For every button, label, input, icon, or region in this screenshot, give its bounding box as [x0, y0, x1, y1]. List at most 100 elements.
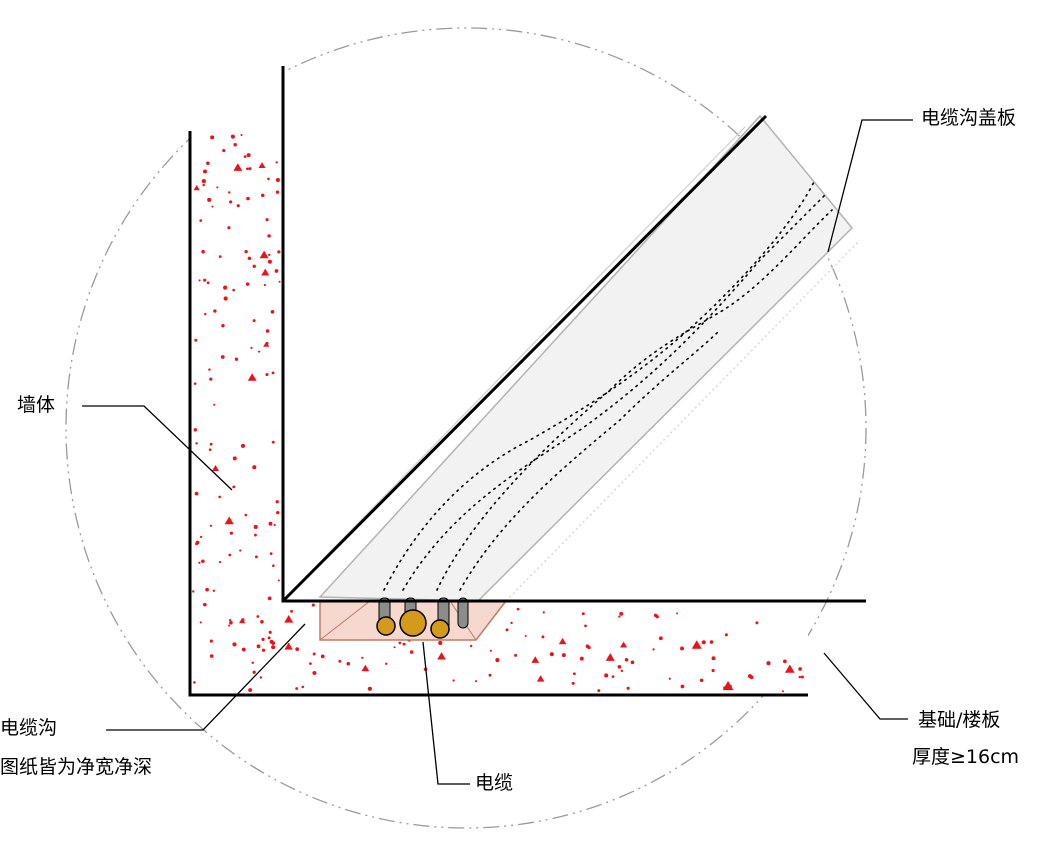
aggregate-dot [247, 373, 257, 381]
aggregate-dot [784, 664, 795, 673]
aggregate-dot [275, 500, 279, 504]
aggregate-dot [211, 205, 214, 208]
aggregate-dot [749, 675, 754, 680]
aggregate-dot [244, 249, 248, 254]
aggregate-dot [208, 368, 211, 371]
concrete-body [190, 66, 808, 695]
aggregate-dot [218, 255, 222, 258]
aggregate-dot [624, 658, 629, 662]
aggregate-dot [224, 516, 234, 525]
aggregate-dot [699, 678, 704, 683]
aggregate-dot [241, 647, 246, 652]
aggregate-dot [722, 680, 734, 691]
cable-routing [383, 179, 833, 591]
aggregate-dot [620, 641, 628, 648]
aggregate-dot [338, 659, 342, 663]
label-wall: 墙体 [17, 394, 56, 416]
aggregate-dot [204, 312, 207, 316]
aggregate-dot [232, 456, 237, 461]
label-trench-note: 图纸皆为净宽净深 [0, 756, 153, 778]
aggregate-dot [630, 660, 635, 665]
aggregate-dot [798, 675, 802, 679]
aggregate-dot [246, 153, 251, 158]
aggregate-dot [561, 653, 566, 658]
aggregate-dot [193, 681, 196, 684]
aggregate-dot [269, 552, 273, 555]
aggregate-dot [658, 636, 663, 641]
aggregate-dot [617, 665, 622, 669]
aggregate-dot [402, 642, 406, 646]
aggregate-dot [252, 264, 256, 268]
label-cover-plate: 电缆沟盖板 [921, 107, 1017, 129]
detail-circle [65, 27, 867, 829]
aggregate-dot [585, 644, 590, 648]
aggregate-dot [510, 621, 513, 625]
aggregate-dot [495, 658, 500, 663]
aggregate-dot [579, 656, 584, 661]
aggregate-dot [256, 615, 260, 618]
cable-core-small-left [376, 616, 396, 636]
aggregate-dot [549, 652, 554, 657]
aggregate-dot [251, 661, 255, 665]
aggregate-dot [573, 672, 576, 676]
aggregate-dot [209, 524, 213, 527]
aggregate-dot [261, 637, 265, 641]
label-cable: 电缆 [475, 772, 514, 794]
aggregate-dot [783, 659, 787, 664]
aggregate-dot [192, 590, 195, 593]
aggregate-dot [691, 640, 702, 649]
aggregate-dot [245, 167, 249, 171]
aggregate-dot [711, 656, 716, 661]
aggregate-dot [256, 644, 261, 649]
aggregate-dot [295, 647, 300, 652]
aggregate-dot [270, 310, 275, 314]
aggregate-dot [541, 635, 545, 639]
aggregate-dot [488, 673, 492, 677]
aggregate-dot [276, 510, 280, 515]
aggregate-dot [611, 675, 615, 678]
aggregate-dot [409, 650, 414, 654]
aggregate-dot [278, 280, 281, 283]
aggregate-dot [209, 654, 214, 658]
aggregate-dot [223, 296, 228, 301]
aggregate-dot [346, 661, 351, 666]
aggregate-dot [260, 193, 265, 198]
aggregate-dot [253, 524, 258, 529]
aggregate-dot [248, 688, 253, 693]
aggregate-dot [275, 190, 280, 194]
aggregate-dot [284, 642, 293, 650]
aggregate-dot [268, 521, 273, 526]
aggregate-dot [203, 278, 207, 282]
aggregate-dot [206, 161, 210, 166]
leader-lines [82, 119, 913, 785]
aggregate-dot [252, 465, 257, 470]
aggregate-dot [261, 268, 270, 276]
aggregate-dot [265, 218, 269, 222]
aggregate-dot [800, 675, 804, 679]
aggregate-dot [212, 589, 216, 592]
aggregate-dot [604, 673, 609, 678]
aggregate-dot [626, 686, 630, 690]
aggregate-dot [248, 167, 252, 171]
aggregate-dot [273, 523, 276, 526]
aggregate-dot [755, 621, 759, 625]
trench-diag-left [319, 600, 371, 641]
aggregate-dot [198, 561, 201, 564]
aggregate-dot [223, 285, 228, 290]
aggregate-dot [209, 639, 213, 643]
aggregate-dot [474, 680, 478, 683]
aggregate-dot [254, 533, 257, 537]
aggregate-dot [229, 531, 233, 535]
aggregate-dot [680, 684, 685, 689]
aggregate-dot [230, 134, 235, 139]
aggregate-dot [271, 645, 276, 650]
aggregate-dot [268, 253, 271, 257]
aggregate-dot [668, 677, 671, 680]
aggregate-dot [258, 162, 266, 168]
aggregate-dot [398, 641, 402, 645]
aggregate-dot [267, 596, 272, 601]
aggregate-dot [260, 619, 264, 624]
aggregate-dot [254, 555, 258, 559]
cable-core-large [399, 609, 427, 637]
